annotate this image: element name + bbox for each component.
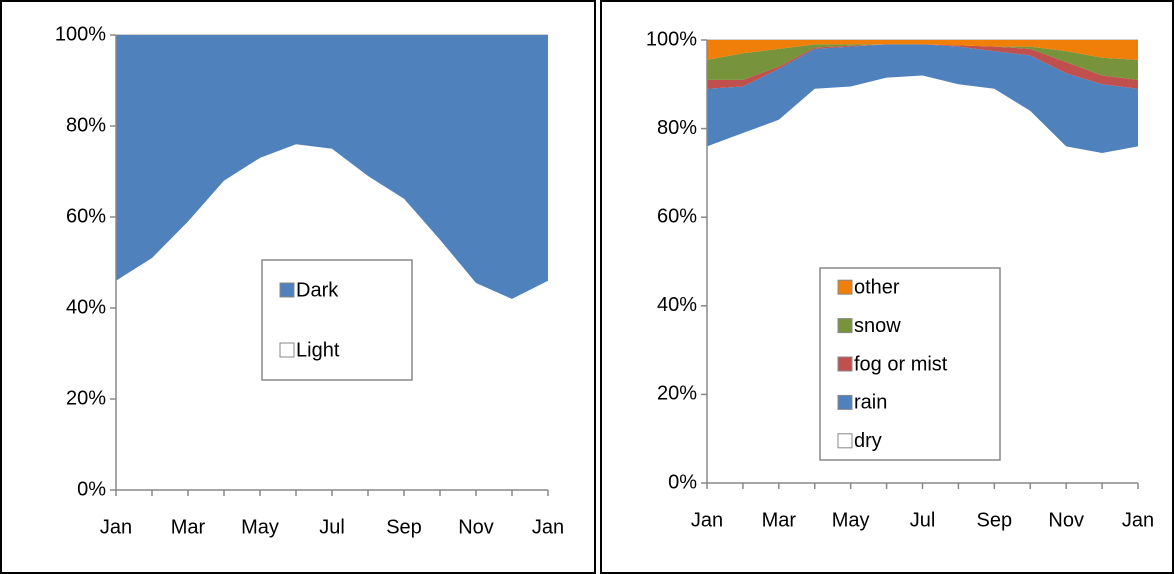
y-tick-label: 100% xyxy=(646,28,697,50)
x-tick-label: Sep xyxy=(386,516,422,538)
x-tick-label: Mar xyxy=(171,516,206,538)
legend-swatch xyxy=(279,282,295,298)
x-tick-label: May xyxy=(832,509,870,531)
area xyxy=(116,35,548,299)
legend-label: dry xyxy=(854,430,882,452)
y-tick-label: 0% xyxy=(77,478,106,500)
y-tick-label: 100% xyxy=(55,23,106,45)
x-tick-label: Jan xyxy=(532,516,564,538)
legend-label: other xyxy=(854,276,900,298)
area xyxy=(707,40,1138,60)
legend-swatch xyxy=(837,318,853,334)
y-tick-label: 40% xyxy=(66,296,106,318)
legend-label: rain xyxy=(854,392,887,414)
legend-swatch xyxy=(837,433,853,449)
legend-swatch xyxy=(837,394,853,410)
panel-border xyxy=(600,0,1174,574)
legend-box xyxy=(261,259,413,381)
y-tick-label: 80% xyxy=(66,114,106,136)
x-tick-label: Jan xyxy=(1122,509,1154,531)
y-tick-label: 60% xyxy=(66,205,106,227)
x-tick-label: Jan xyxy=(691,509,723,531)
x-tick-label: Jul xyxy=(319,516,345,538)
legend-swatch xyxy=(837,356,853,372)
x-tick-label: May xyxy=(241,516,279,538)
x-tick-label: Jul xyxy=(910,509,936,531)
x-tick-label: Sep xyxy=(977,509,1013,531)
y-tick-label: 20% xyxy=(66,387,106,409)
x-tick-label: Nov xyxy=(1048,509,1084,531)
legend-label: snow xyxy=(854,315,901,337)
y-tick-label: 80% xyxy=(657,117,697,139)
area xyxy=(707,44,1138,153)
legend-swatch xyxy=(837,279,853,295)
panel-border xyxy=(0,0,596,574)
x-tick-label: Jan xyxy=(100,516,132,538)
area xyxy=(707,44,1138,89)
y-tick-label: 20% xyxy=(657,383,697,405)
legend-swatch xyxy=(279,342,295,358)
x-tick-label: Mar xyxy=(762,509,797,531)
legend-label: Light xyxy=(296,339,340,361)
y-tick-label: 0% xyxy=(668,471,697,493)
x-tick-label: Nov xyxy=(458,516,494,538)
legend-label: fog or mist xyxy=(854,353,948,375)
area xyxy=(707,44,1138,80)
y-tick-label: 60% xyxy=(657,205,697,227)
legend-label: Dark xyxy=(296,279,339,301)
y-tick-label: 40% xyxy=(657,294,697,316)
